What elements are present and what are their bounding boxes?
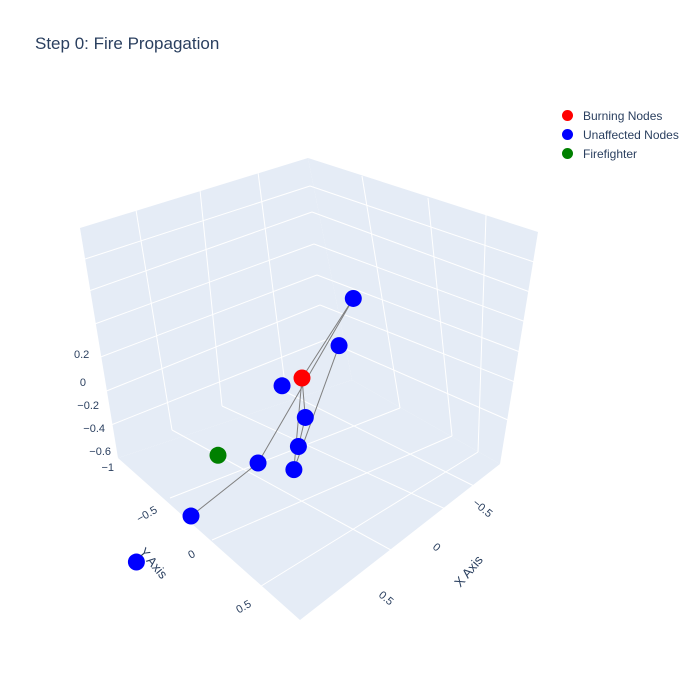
gridline — [316, 274, 521, 353]
x-tick: 0 — [430, 541, 442, 554]
gridline — [477, 214, 487, 453]
gridline — [309, 185, 535, 263]
z-tick: −0.2 — [77, 400, 99, 412]
gridlines — [81, 171, 535, 589]
gridline — [257, 171, 287, 393]
data-point[interactable] — [127, 553, 145, 571]
gridline — [135, 209, 173, 431]
legend-marker — [562, 129, 573, 140]
y-tick: −0.5 — [135, 504, 160, 525]
gridline — [169, 407, 401, 499]
wall-floor — [118, 380, 500, 620]
legend-marker — [562, 148, 573, 159]
gridline — [97, 274, 318, 359]
data-point[interactable] — [209, 446, 227, 464]
data-point[interactable] — [330, 337, 348, 355]
legend: Burning Nodes Unaffected Nodes Firefight… — [560, 106, 679, 163]
legend-item-firefighter[interactable]: Firefighter — [560, 144, 679, 163]
gridline — [361, 175, 401, 409]
data-point[interactable] — [296, 408, 314, 426]
legend-marker — [562, 110, 573, 121]
gridline — [311, 211, 531, 293]
gridline — [313, 243, 527, 323]
legend-label: Burning Nodes — [583, 108, 663, 123]
gridline — [103, 304, 321, 393]
y-tick: 0 — [186, 548, 197, 561]
gridline — [221, 405, 453, 513]
gridline — [91, 243, 315, 326]
gridline — [199, 189, 223, 407]
gridline — [85, 211, 313, 293]
points — [127, 289, 362, 571]
gridline — [427, 197, 453, 437]
legend-label: Unaffected Nodes — [583, 127, 679, 142]
z-tick: −1 — [101, 462, 114, 474]
gridline — [319, 304, 516, 383]
x-tick: −0.5 — [470, 497, 494, 520]
data-point[interactable] — [344, 289, 362, 307]
z-axis-ticks: 0.2 0 −0.2 −0.4 −0.6 −1 — [74, 349, 114, 474]
gridline — [171, 429, 401, 556]
data-point[interactable] — [273, 377, 291, 395]
edge-line — [190, 462, 259, 517]
y-tick: 0.5 — [234, 598, 253, 616]
data-point[interactable] — [285, 461, 303, 479]
z-tick: −0.4 — [83, 423, 105, 435]
x-tick: 0.5 — [376, 589, 395, 608]
chart-title: Step 0: Fire Propagation — [35, 34, 220, 53]
gridline — [211, 435, 453, 541]
legend-item-burning[interactable]: Burning Nodes — [560, 106, 679, 125]
data-point[interactable] — [293, 369, 311, 387]
gridline — [110, 339, 326, 426]
gridline — [81, 185, 311, 261]
legend-item-unaffected[interactable]: Unaffected Nodes — [560, 125, 679, 144]
gridline — [324, 339, 509, 421]
data-point[interactable] — [249, 454, 267, 472]
z-tick: 0 — [80, 377, 86, 389]
edge-line — [301, 298, 354, 379]
data-point[interactable] — [289, 438, 307, 455]
gridline — [257, 451, 479, 589]
legend-label: Firefighter — [583, 146, 638, 161]
x-axis-title: X Axis — [451, 552, 486, 590]
z-tick: 0.2 — [74, 349, 89, 361]
data-point[interactable] — [182, 507, 200, 525]
z-tick: −0.6 — [89, 446, 111, 458]
